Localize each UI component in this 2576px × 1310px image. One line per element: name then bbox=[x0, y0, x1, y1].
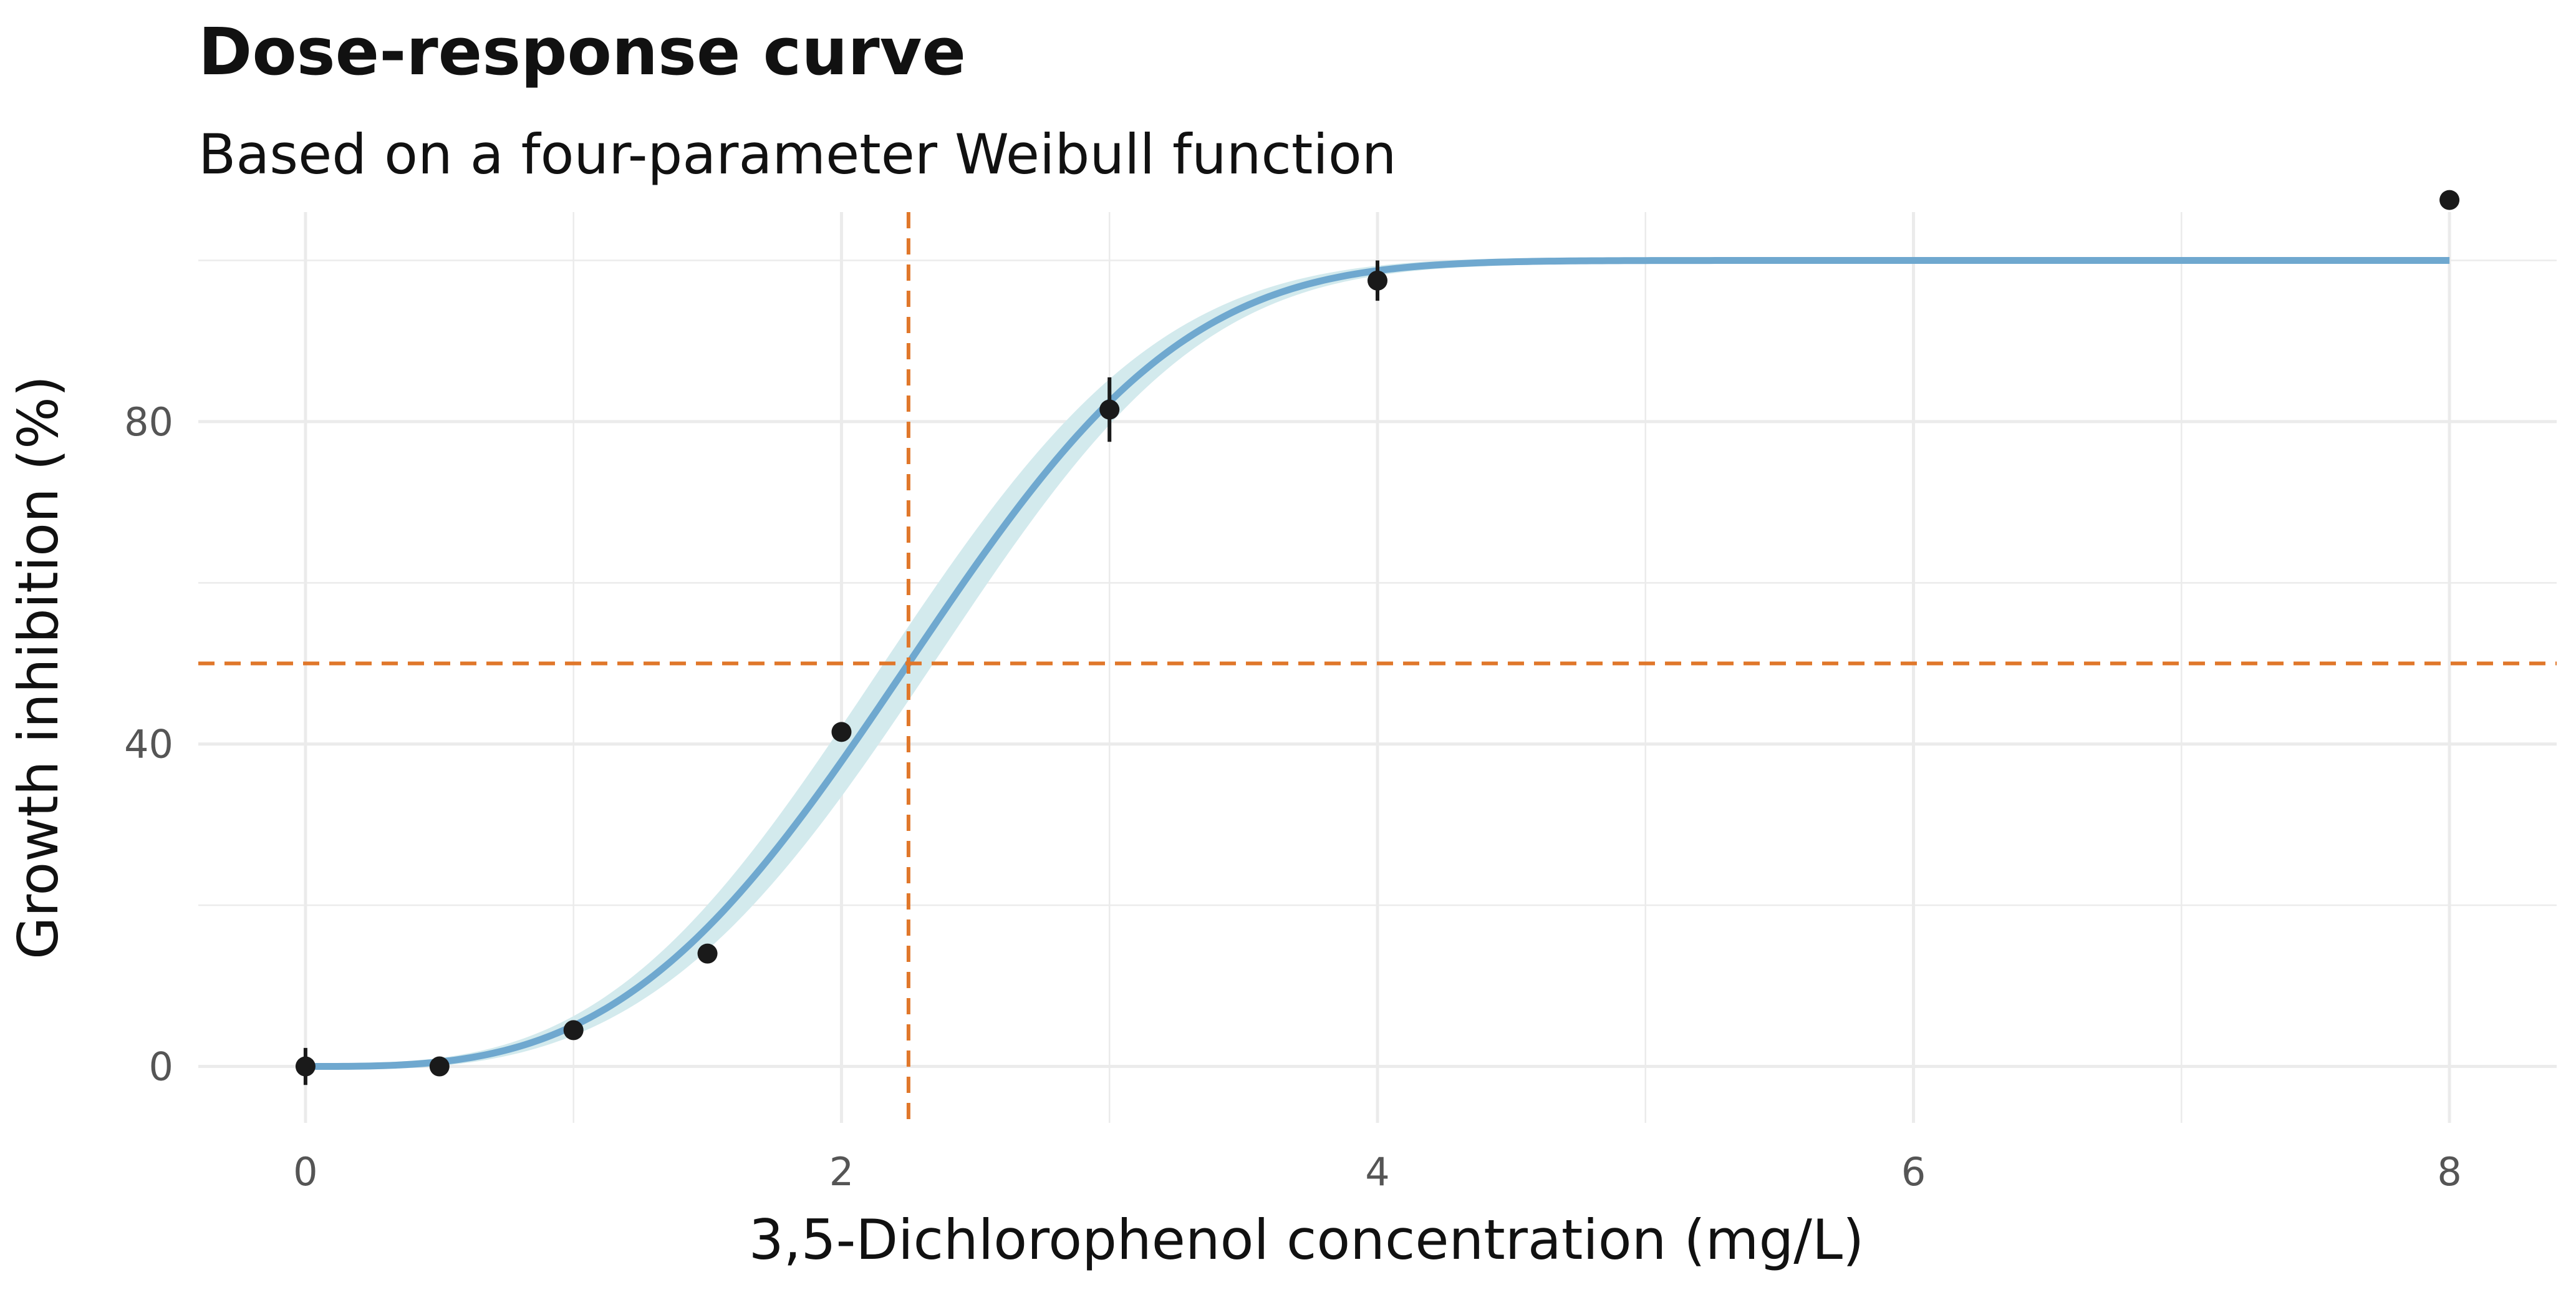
data-point bbox=[429, 1056, 450, 1077]
data-point bbox=[295, 1056, 316, 1077]
y-tick-label: 40 bbox=[124, 722, 173, 767]
x-tick-label: 6 bbox=[1901, 1149, 1926, 1195]
chart-title: Dose-response curve bbox=[198, 14, 966, 90]
x-axis-title: 3,5-Dichlorophenol concentration (mg/L) bbox=[749, 1208, 1864, 1272]
grid-lines bbox=[198, 212, 2557, 1123]
data-point bbox=[2439, 190, 2460, 210]
y-tick-label: 0 bbox=[149, 1044, 173, 1090]
x-tick-label: 8 bbox=[2437, 1149, 2461, 1195]
data-point bbox=[831, 722, 852, 742]
reference-lines bbox=[198, 212, 2557, 1123]
x-tick-label: 2 bbox=[829, 1149, 854, 1195]
chart-subtitle: Based on a four-parameter Weibull functi… bbox=[198, 122, 1397, 187]
x-tick-label: 4 bbox=[1365, 1149, 1389, 1195]
data-point bbox=[1368, 270, 1387, 291]
y-tick-label: 80 bbox=[124, 399, 173, 445]
data-point bbox=[697, 943, 718, 964]
data-point bbox=[563, 1020, 584, 1041]
data-point bbox=[1099, 399, 1120, 420]
x-tick-label: 0 bbox=[293, 1149, 317, 1195]
y-axis-title: Growth inhibition (%) bbox=[6, 376, 70, 959]
data-points bbox=[295, 190, 2460, 1085]
